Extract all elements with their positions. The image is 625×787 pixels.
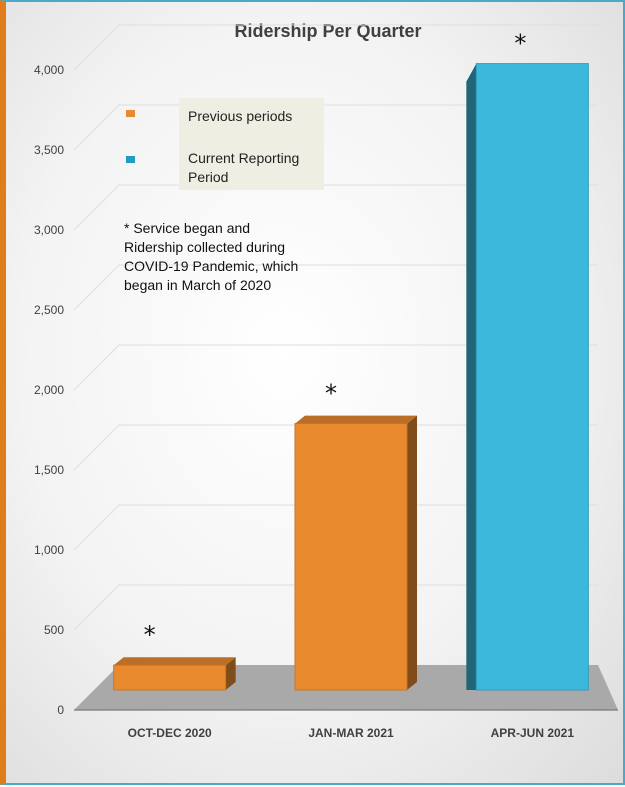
gridline <box>73 184 598 231</box>
bar-asterisk: * <box>144 621 156 649</box>
gridline <box>73 344 598 391</box>
legend-swatch-current <box>126 156 135 163</box>
x-tick-label: OCT-DEC 2020 <box>128 726 212 740</box>
legend-label-previous: Previous periods <box>188 108 293 124</box>
gridline <box>73 504 598 551</box>
bar <box>294 423 408 691</box>
bar <box>113 664 227 691</box>
x-tick-label: JAN-MAR 2021 <box>308 726 394 740</box>
bar-side <box>466 63 477 691</box>
bar-top <box>295 415 417 424</box>
y-tick-label: 1,500 <box>34 463 64 477</box>
y-tick-label: 500 <box>44 623 64 637</box>
y-tick-label: 1,000 <box>34 543 64 557</box>
bar-side <box>225 657 236 690</box>
bar-asterisk: * <box>514 30 526 58</box>
bar-asterisk: * <box>325 380 337 408</box>
y-tick-label: 3,500 <box>34 143 64 157</box>
y-tick-label: 4,000 <box>34 63 64 77</box>
bar <box>475 63 589 691</box>
bar-top <box>113 657 236 666</box>
y-tick-label: 2,500 <box>34 303 64 317</box>
gridline <box>73 24 598 71</box>
chart-title: Ridership Per Quarter <box>234 21 421 41</box>
y-tick-label: 3,000 <box>34 223 64 237</box>
bar-side <box>407 415 417 690</box>
y-tick-label: 0 <box>57 703 64 717</box>
gridline <box>73 264 598 311</box>
legend: Previous periods Current Reporting Perio… <box>126 98 324 190</box>
legend-swatch-previous <box>126 110 135 117</box>
y-tick-label: 2,000 <box>34 383 64 397</box>
gridline <box>73 104 598 151</box>
annotation-note: * Service began and Ridership collected … <box>124 220 299 293</box>
gridline <box>73 424 598 471</box>
legend-label-current: Current Reporting Period <box>188 150 300 185</box>
x-tick-label: APR-JUN 2021 <box>491 726 575 740</box>
chart-svg: Ridership Per Quarter 0 500 1,000 1,500 2,00… <box>34 21 618 740</box>
gridline <box>73 584 598 631</box>
